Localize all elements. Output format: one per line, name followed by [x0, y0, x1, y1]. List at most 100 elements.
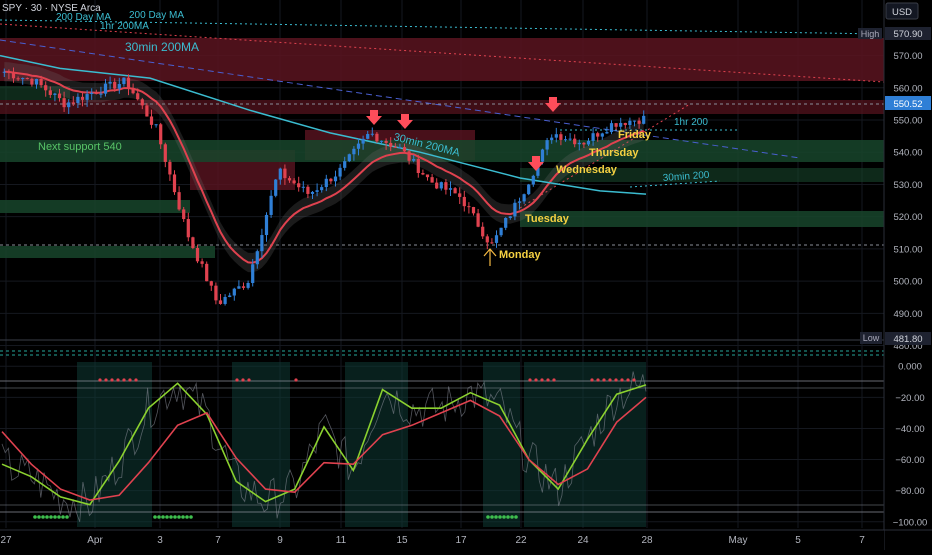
- candle-body: [430, 177, 434, 183]
- osc-oversold-dot: [177, 515, 181, 519]
- candle-body: [481, 226, 485, 237]
- candle-body: [421, 173, 425, 175]
- price-tick-label: 490.00: [893, 309, 922, 320]
- candle-body: [306, 186, 310, 194]
- candle-body: [596, 133, 600, 137]
- candle-body: [573, 138, 577, 145]
- time-tick-label: May: [729, 535, 748, 546]
- osc-overbought-dot: [632, 378, 636, 382]
- price-tick-label: 480.00: [893, 341, 922, 352]
- candle-body: [11, 72, 16, 79]
- currency-label: USD: [892, 7, 912, 18]
- candle-body: [586, 140, 591, 145]
- osc-overbought-dot: [546, 378, 550, 382]
- annotation-friday: Friday: [618, 129, 652, 141]
- osc-oversold-dot: [514, 515, 518, 519]
- current-price-value: 550.52: [893, 99, 922, 110]
- osc-tick-label: −100.00: [893, 517, 928, 528]
- osc-oversold-dot: [173, 515, 177, 519]
- candle-body: [186, 219, 190, 238]
- osc-fast-line: [1, 382, 647, 506]
- candle-body: [329, 178, 333, 182]
- candle-body: [287, 178, 292, 181]
- ma-legend-3: 1hr 200MA: [100, 21, 149, 32]
- candle-body: [251, 264, 255, 283]
- candle-body: [200, 261, 204, 264]
- chart-header: SPY · 30 · NYSE Arca 200 Day MA 200 Day …: [2, 3, 184, 32]
- candle-body: [577, 142, 581, 145]
- high-value-badge: [885, 27, 931, 40]
- osc-overbought-dot: [134, 378, 138, 382]
- candle-body: [108, 81, 112, 84]
- candle-body: [191, 237, 195, 248]
- candle-body: [462, 196, 466, 207]
- price-tick-label: 500.00: [893, 277, 922, 288]
- currency-badge[interactable]: [885, 2, 919, 20]
- candle-body: [398, 147, 402, 149]
- time-tick-label: 27: [0, 535, 12, 546]
- candle-body: [30, 78, 34, 85]
- annotation-thursday: Thursday: [589, 147, 639, 159]
- candle-body: [117, 84, 121, 89]
- support-zone-530: [520, 168, 884, 182]
- candle-body: [140, 99, 144, 106]
- time-tick-label: 28: [641, 535, 653, 546]
- candle-body: [205, 263, 209, 282]
- candle-body: [352, 148, 356, 155]
- time-tick-label: 5: [795, 535, 801, 546]
- candle-body: [494, 235, 499, 243]
- uptrend-line: [519, 103, 691, 209]
- 30min-200-line: [629, 180, 721, 188]
- candle-body: [637, 120, 641, 124]
- time-tick-label: 11: [336, 535, 347, 546]
- candle-body: [154, 124, 158, 126]
- osc-oversold-dot: [490, 515, 494, 519]
- osc-oversold-dot: [33, 515, 37, 519]
- time-axis[interactable]: 27 Apr 3 7 9 11 15 17 22 24 28 May 5 7: [0, 529, 932, 550]
- candle-body: [379, 140, 384, 142]
- candle-body: [347, 154, 351, 162]
- candle-body: [103, 83, 108, 94]
- candle-body: [145, 105, 149, 117]
- oscillator-tick-labels: 0.000 −20.00 −40.00 −60.00 −80.00 −100.00: [893, 362, 928, 529]
- candle-body: [485, 236, 489, 243]
- candle-body: [182, 209, 186, 220]
- osc-overbought-dot: [528, 378, 532, 382]
- candle-body: [361, 138, 365, 144]
- candle-body: [591, 133, 595, 141]
- candle-body: [453, 188, 457, 194]
- candle-body: [435, 182, 439, 189]
- current-price-badge: [885, 96, 931, 110]
- candle-body: [241, 286, 246, 288]
- annotation-wednesday: Wednesday: [556, 164, 618, 176]
- price-axis[interactable]: USD 480.00 490.00 500.00 510.00 520.00 530.00…: [858, 0, 932, 550]
- candle-body: [448, 188, 453, 190]
- ema-red-line: [4, 70, 645, 264]
- candle-body: [522, 194, 526, 202]
- candle-body: [531, 175, 535, 185]
- candle-body: [458, 193, 462, 197]
- candle-body: [614, 123, 618, 127]
- price-tick-label: 560.00: [893, 83, 922, 94]
- candle-body: [310, 191, 315, 194]
- symbol-line[interactable]: SPY · 30 · NYSE Arca: [2, 3, 101, 14]
- arrow-down-icon: [528, 156, 544, 171]
- annotation-monday: Monday: [499, 249, 541, 261]
- candle-body: [209, 281, 213, 286]
- candle-body: [195, 247, 200, 262]
- annotation-30min-200ma: 30min 200MA: [125, 40, 199, 54]
- low-value: 481.80: [893, 334, 922, 345]
- price-tick-label: 570.00: [893, 51, 922, 62]
- annotation-next-support: Next support 540: [38, 141, 122, 153]
- candle-body: [44, 85, 48, 91]
- osc-oversold-dot: [61, 515, 65, 519]
- 30min-200ma-line: [0, 54, 647, 195]
- candle-body: [324, 178, 328, 188]
- candle-body: [425, 174, 430, 178]
- osc-oversold-dot: [185, 515, 189, 519]
- sell-markers: [366, 97, 561, 171]
- low-tag-label: Low: [863, 333, 880, 343]
- 200-day-ma-line: [0, 19, 884, 35]
